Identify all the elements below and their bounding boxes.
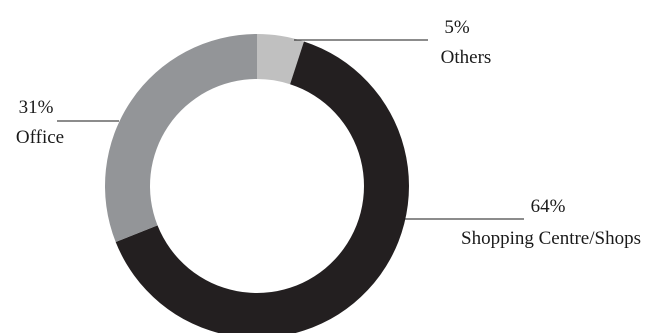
value-label-office: 31% [19, 97, 54, 118]
category-label-others: Others [441, 47, 492, 68]
category-label-office: Office [16, 127, 64, 148]
value-label-others: 5% [444, 17, 470, 38]
value-label-shopping-centre: 64% [531, 196, 566, 217]
slice-office [105, 34, 258, 242]
category-label-shopping-centre: Shopping Centre/Shops [461, 228, 641, 249]
slice-label-office: 31% Office [16, 97, 119, 148]
slice-label-others: 5% Others [294, 17, 491, 68]
slice-label-shopping-centre: 64% Shopping Centre/Shops [404, 196, 641, 249]
slice-shopping-centre-shops [115, 41, 409, 333]
slice-others [257, 34, 304, 85]
donut-slices [105, 34, 409, 333]
